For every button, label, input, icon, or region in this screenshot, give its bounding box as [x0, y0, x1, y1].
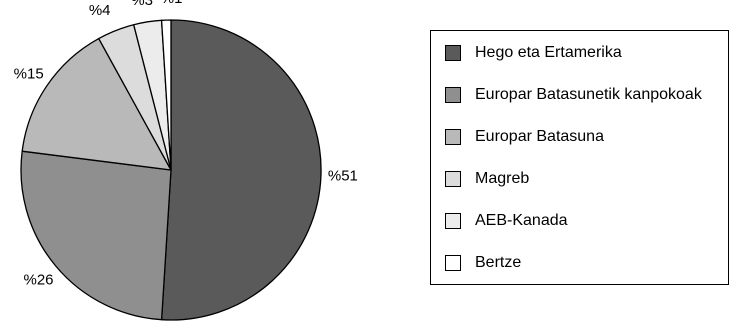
- legend-label: Magreb: [475, 170, 530, 187]
- legend-swatch: [445, 213, 461, 229]
- legend-label: AEB-Kanada: [475, 212, 568, 229]
- legend: Hego eta Ertamerika Europar Batasunetik …: [430, 30, 729, 285]
- pie-slice-bertze: [160, 19, 172, 171]
- legend-swatch: [445, 87, 461, 103]
- legend-swatch: [445, 129, 461, 145]
- pie-value-label: %4: [89, 2, 111, 19]
- legend-swatch: [445, 171, 461, 187]
- legend-label: Bertze: [475, 254, 522, 271]
- legend-swatch: [445, 45, 461, 61]
- legend-item-bertze: Bertze: [445, 253, 521, 273]
- legend-item-europar-batasuna: Europar Batasuna: [445, 127, 604, 147]
- pie-slice-europar-batasunetik-kanpokoak: [20, 150, 172, 321]
- legend-label: Europar Batasuna: [475, 128, 604, 145]
- pie-value-label: %15: [14, 65, 44, 82]
- pie-slice-europar-batasuna: [21, 37, 172, 171]
- legend-item-hego-eta-ertamerika: Hego eta Ertamerika: [445, 43, 622, 63]
- legend-item-europar-batasunetik-kanpokoak: Europar Batasunetik kanpokoak: [445, 85, 702, 105]
- legend-item-magreb: Magreb: [445, 169, 529, 189]
- pie-value-label: %1: [161, 0, 183, 7]
- pie-value-label: %51: [328, 167, 358, 184]
- pie-slice-hego-eta-ertamerika: [160, 19, 322, 321]
- pie-value-label: %3: [131, 0, 153, 9]
- legend-label: Hego eta Ertamerika: [475, 44, 622, 61]
- pie-chart: %51 %26 %15 %4 %3 %1: [14, 0, 358, 321]
- legend-swatch: [445, 255, 461, 271]
- legend-label: Europar Batasunetik kanpokoak: [475, 86, 702, 103]
- pie-value-label: %26: [23, 272, 53, 289]
- legend-item-aeb-kanada: AEB-Kanada: [445, 211, 568, 231]
